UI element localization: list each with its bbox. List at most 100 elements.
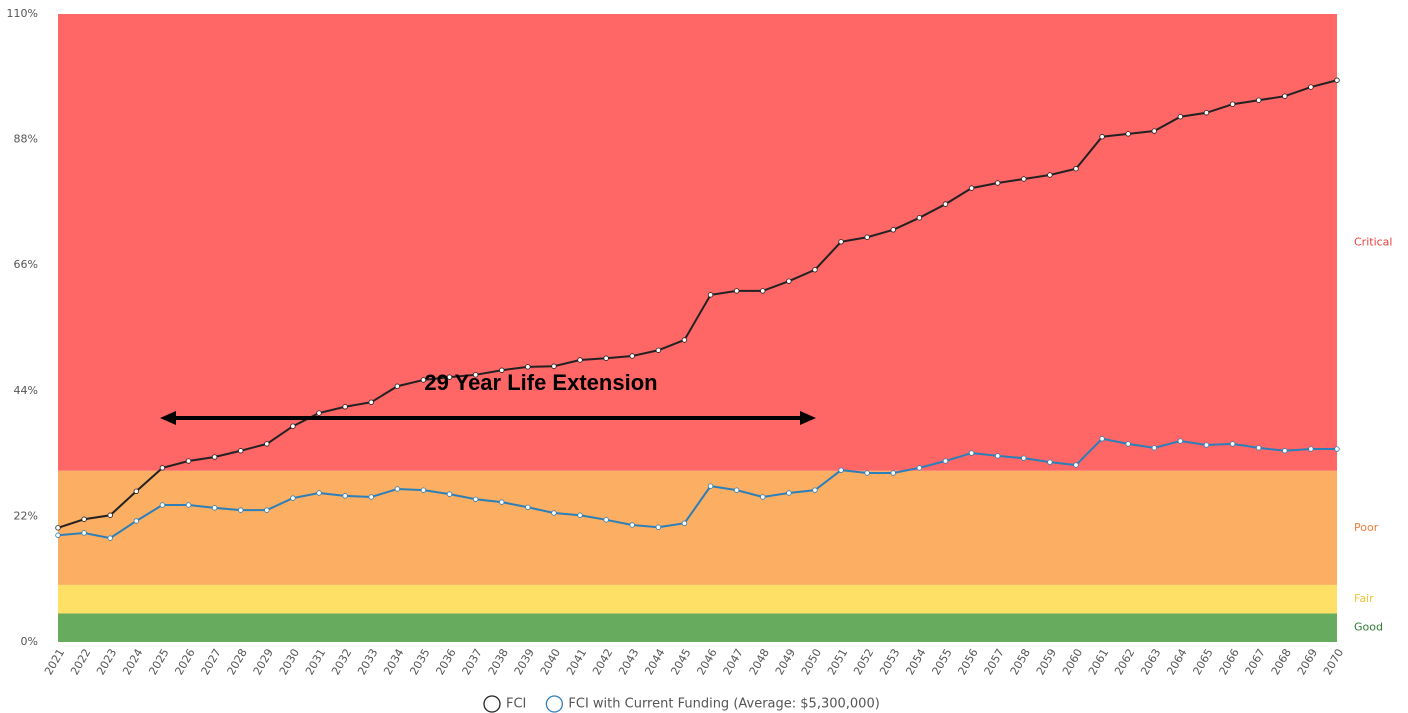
data-point [1047, 172, 1053, 178]
data-point [1047, 459, 1053, 465]
data-point [1099, 436, 1105, 442]
data-point [211, 454, 218, 460]
data-point [1151, 445, 1157, 451]
x-tick-label: 2026 [172, 647, 197, 678]
data-point [942, 201, 949, 207]
data-point [394, 383, 401, 389]
data-point [1125, 441, 1131, 447]
x-tick-label: 2051 [825, 647, 850, 678]
data-point [1099, 134, 1105, 140]
data-point [994, 453, 1001, 459]
x-tick-label: 2049 [773, 647, 798, 678]
data-point [525, 504, 531, 510]
y-tick-label: 0% [21, 635, 38, 648]
x-tick-label: 2041 [564, 647, 589, 678]
x-tick-label: 2069 [1295, 647, 1320, 678]
data-point [786, 490, 792, 496]
x-tick-label: 2059 [1034, 647, 1059, 678]
x-tick-label: 2047 [721, 647, 746, 678]
data-point [968, 450, 975, 456]
data-point [290, 423, 296, 429]
data-point [890, 470, 896, 476]
data-point [551, 363, 557, 369]
x-tick-label: 2054 [903, 647, 928, 678]
x-tick-label: 2038 [486, 647, 511, 678]
lines [55, 77, 1340, 541]
data-point [603, 517, 609, 523]
data-point [81, 516, 87, 522]
data-point [238, 448, 244, 454]
x-tick-label: 2030 [277, 647, 302, 678]
data-point [1255, 445, 1262, 451]
data-point [838, 239, 844, 245]
x-tick-label: 2065 [1190, 647, 1215, 678]
data-point [760, 288, 766, 294]
data-point [655, 524, 662, 530]
data-point [1308, 446, 1314, 452]
legend-label: FCI with Current Funding (Average: $5,30… [568, 697, 879, 712]
data-point [499, 499, 505, 505]
data-point [1308, 84, 1314, 90]
data-point [1125, 131, 1131, 137]
data-point [681, 337, 688, 343]
data-point [316, 410, 322, 416]
data-point [916, 215, 923, 221]
x-tick-label: 2040 [538, 647, 563, 678]
x-tick-label: 2060 [1060, 647, 1085, 678]
data-point [1177, 114, 1184, 120]
data-point [290, 495, 296, 501]
data-point [1073, 166, 1079, 172]
y-tick-label: 22% [14, 509, 38, 522]
x-tick-label: 2037 [460, 647, 485, 678]
x-tick-label: 2045 [668, 647, 693, 678]
x-tick-label: 2066 [1217, 647, 1242, 678]
data-point [707, 483, 714, 489]
x-tick-label: 2070 [1321, 647, 1346, 678]
x-tick-label: 2063 [1138, 647, 1163, 678]
data-point [760, 494, 766, 500]
data-point [655, 347, 662, 353]
data-point [733, 487, 740, 493]
data-point [812, 267, 818, 273]
data-point [1229, 101, 1236, 107]
x-tick-label: 2035 [407, 647, 432, 678]
x-tick-label: 2046 [694, 647, 719, 678]
data-point [994, 180, 1001, 186]
x-tick-label: 2056 [956, 647, 981, 678]
annotation-text: 29 Year Life Extension [424, 370, 657, 395]
x-tick-label: 2057 [982, 647, 1007, 678]
data-point [107, 512, 113, 518]
data-point [472, 372, 479, 378]
band-label: Poor [1354, 521, 1379, 534]
x-tick-label: 2061 [1086, 647, 1111, 678]
data-point [812, 487, 818, 493]
x-tick-label: 2022 [68, 647, 93, 678]
data-point [1203, 442, 1210, 448]
data-point [786, 278, 792, 284]
data-point [1073, 462, 1079, 468]
bands [58, 14, 1337, 642]
x-tick-label: 2029 [251, 647, 276, 678]
x-tick-label: 2033 [355, 647, 380, 678]
y-tick-label: 44% [14, 384, 38, 397]
data-point [185, 502, 192, 508]
legend: FCI FCI with Current Funding (Average: $5… [483, 695, 880, 713]
x-tick-label: 2048 [747, 647, 772, 678]
data-point [838, 467, 844, 473]
data-point [133, 518, 140, 524]
x-tick-label: 2032 [329, 647, 354, 678]
band [58, 470, 1337, 585]
band-label: Critical [1354, 235, 1392, 248]
data-point [159, 465, 166, 471]
data-point [707, 292, 714, 298]
legend-label: FCI [506, 697, 526, 712]
data-point [1177, 438, 1184, 444]
x-tick-label: 2042 [590, 647, 615, 678]
data-point [733, 288, 740, 294]
x-tick-label: 2027 [199, 647, 224, 678]
data-point [577, 512, 583, 518]
x-tick-label: 2043 [616, 647, 641, 678]
data-point [107, 535, 113, 541]
data-point [446, 374, 453, 380]
data-point [577, 357, 583, 363]
